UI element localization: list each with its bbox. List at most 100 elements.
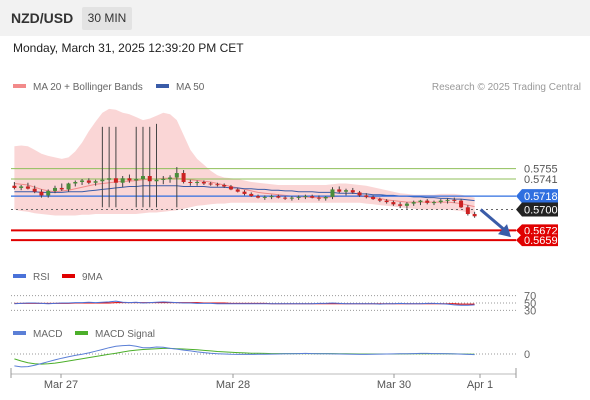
candle-body (195, 181, 200, 183)
candle-body (377, 199, 382, 201)
legend-label-macd: MACD (33, 329, 62, 340)
candle-body (147, 176, 152, 182)
candle-body (120, 178, 125, 183)
legend-swatch-rsi (13, 274, 26, 278)
candle-body (140, 176, 145, 179)
candle-body (398, 204, 403, 206)
candle-body (269, 196, 274, 198)
legend-label-macd-signal: MACD Signal (95, 329, 155, 340)
candle-body (384, 200, 389, 203)
candle-body (391, 202, 396, 205)
candle-body (100, 179, 105, 182)
candle-body (357, 192, 362, 196)
level-label-3: 0.5700 (524, 205, 558, 217)
candle-body (134, 179, 139, 181)
candle-body (364, 195, 369, 197)
candle-body (310, 196, 315, 198)
candle-body (168, 177, 173, 179)
symbol-title: NZD/USD (11, 10, 74, 26)
candle-body (330, 189, 335, 197)
rsi-tick-label: 30 (524, 305, 536, 317)
candle-body (181, 173, 186, 182)
candle-body (465, 207, 470, 215)
candle-body (404, 203, 409, 206)
legend-swatch-bollinger (13, 84, 26, 88)
legend-label-ma50: MA 50 (176, 82, 205, 93)
candle-body (283, 197, 288, 199)
candle-body (32, 188, 37, 192)
candle-body (46, 190, 51, 196)
candle-body (303, 196, 308, 198)
legend-swatch-macd-signal (75, 331, 88, 335)
candle-body (228, 186, 233, 190)
rsi-tick-label: 70 (524, 291, 536, 303)
candle-body (438, 200, 443, 203)
candle-body (316, 197, 321, 199)
rsi-line (14, 300, 475, 306)
candle-body (86, 180, 91, 183)
candle-body (262, 196, 267, 198)
candle-body (472, 214, 477, 217)
candle-body (371, 196, 376, 200)
x-tick-label: Mar 27 (44, 379, 78, 391)
legend-label-rsi: RSI (33, 272, 50, 283)
timeframe-button[interactable]: 30 MIN (82, 7, 132, 30)
candle-body (418, 200, 423, 203)
candle-body (39, 191, 44, 196)
forecast-arrow-shaft (479, 208, 507, 233)
candle-body (80, 180, 85, 182)
level-label-0: 0.5755 (524, 164, 558, 176)
candle-body (432, 202, 437, 204)
x-tick-label: Mar 30 (377, 379, 411, 391)
candle-body (222, 184, 227, 187)
candle-body (201, 181, 206, 184)
level-label-5: 0.5659 (524, 235, 558, 247)
forecast-arrow-head (498, 224, 511, 238)
candle-body (411, 202, 416, 204)
macd-signal-line (14, 347, 475, 365)
candle-body (323, 196, 328, 199)
candle-body (249, 193, 254, 197)
candle-body (174, 173, 179, 178)
level-tag-3 (516, 202, 558, 217)
candle-body (289, 197, 294, 199)
rsi-tick-label: 50 (524, 298, 536, 310)
candle-body (256, 196, 261, 198)
level-tag-2 (516, 189, 558, 204)
candle-body (188, 181, 193, 183)
level-tag-5 (516, 234, 558, 247)
candle-body (66, 183, 71, 190)
candle-body (127, 178, 132, 181)
legend-swatch-macd (13, 331, 26, 335)
bollinger-band-fill (14, 108, 475, 216)
candle-body (235, 189, 240, 192)
credit-text: Research © 2025 Trading Central (432, 82, 581, 93)
header-bar: NZD/USD 30 MIN (0, 0, 590, 36)
candle-body (12, 185, 17, 188)
candle-body (242, 191, 247, 194)
legend-label-9ma: 9MA (82, 272, 103, 283)
candle-body (113, 178, 118, 183)
legend-label-bollinger: MA 20 + Bollinger Bands (33, 82, 143, 93)
level-tag-4 (516, 224, 558, 237)
level-label-2: 0.5718 (524, 191, 558, 203)
candle-body (445, 199, 450, 201)
x-tick-label: Apr 1 (467, 379, 493, 391)
candle-body (276, 196, 281, 198)
macd-tick-label: 0 (524, 349, 530, 361)
chart-datetime: Monday, March 31, 2025 12:39:20 PM CET (13, 41, 244, 55)
macd-line (14, 344, 475, 368)
ma20-line (14, 177, 475, 208)
x-tick-label: Mar 28 (216, 379, 250, 391)
candle-body (154, 179, 159, 182)
candle-body (337, 189, 342, 192)
candle-body (73, 181, 78, 184)
candle-body (52, 187, 57, 191)
candle-body (161, 179, 166, 180)
candle-body (296, 196, 301, 198)
legend-swatch-ma50 (156, 84, 169, 88)
level-label-1: 0.5741 (524, 174, 558, 186)
candle-body (59, 187, 64, 190)
candle-body (107, 178, 112, 180)
